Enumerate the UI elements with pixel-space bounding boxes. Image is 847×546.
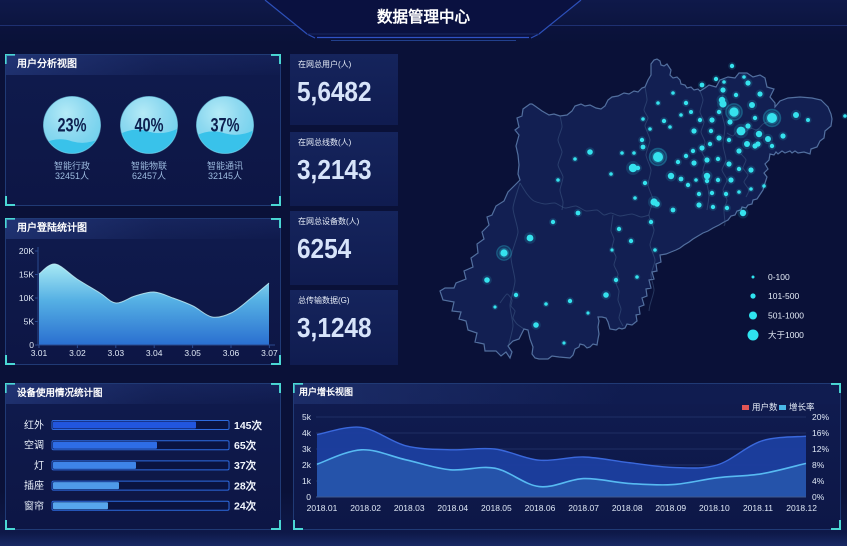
svg-text:红外: 红外 — [24, 419, 44, 432]
svg-text:2018.01: 2018.01 — [307, 503, 338, 513]
svg-text:3.04: 3.04 — [146, 348, 163, 358]
svg-text:窗帘: 窗帘 — [24, 499, 44, 512]
svg-text:0: 0 — [306, 492, 311, 502]
svg-text:4k: 4k — [302, 428, 312, 438]
svg-text:24次: 24次 — [234, 500, 257, 513]
svg-text:2018.05: 2018.05 — [481, 503, 512, 513]
svg-text:23%: 23% — [58, 116, 87, 137]
svg-text:12%: 12% — [812, 444, 829, 454]
svg-text:智能物联: 智能物联 — [131, 160, 167, 171]
svg-text:智能行政: 智能行政 — [54, 160, 90, 171]
svg-text:3.07: 3.07 — [261, 348, 278, 358]
svg-text:5k: 5k — [302, 412, 312, 422]
svg-text:40%: 40% — [135, 116, 164, 137]
svg-text:1k: 1k — [302, 476, 312, 486]
svg-text:3.01: 3.01 — [31, 348, 48, 358]
svg-text:插座: 插座 — [24, 479, 44, 492]
svg-text:15K: 15K — [19, 270, 34, 280]
svg-text:8%: 8% — [812, 460, 825, 470]
svg-text:28次: 28次 — [234, 479, 257, 492]
svg-text:2k: 2k — [302, 460, 312, 470]
svg-text:2018.04: 2018.04 — [437, 503, 468, 513]
svg-text:20%: 20% — [812, 412, 829, 422]
svg-text:3k: 3k — [302, 444, 312, 454]
svg-text:0%: 0% — [812, 492, 825, 502]
svg-text:2018.10: 2018.10 — [699, 503, 730, 513]
svg-text:16%: 16% — [812, 428, 829, 438]
svg-text:2018.12: 2018.12 — [786, 503, 817, 513]
svg-text:62457人: 62457人 — [132, 171, 166, 181]
svg-text:0: 0 — [29, 340, 34, 350]
svg-text:3.02: 3.02 — [69, 348, 86, 358]
svg-text:2018.06: 2018.06 — [525, 503, 556, 513]
svg-text:2018.02: 2018.02 — [350, 503, 381, 513]
svg-text:3.05: 3.05 — [184, 348, 201, 358]
svg-text:20K: 20K — [19, 246, 34, 256]
svg-text:智能通讯: 智能通讯 — [207, 160, 243, 171]
svg-text:2018.11: 2018.11 — [743, 503, 773, 513]
svg-text:2018.09: 2018.09 — [655, 503, 686, 513]
svg-text:4%: 4% — [812, 476, 825, 486]
svg-text:2018.08: 2018.08 — [612, 503, 643, 513]
svg-text:2018.07: 2018.07 — [568, 503, 599, 513]
svg-text:2018.03: 2018.03 — [394, 503, 425, 513]
svg-text:3.03: 3.03 — [108, 348, 125, 358]
svg-text:3.06: 3.06 — [223, 348, 240, 358]
svg-text:37%: 37% — [211, 116, 240, 137]
svg-text:32145人: 32145人 — [208, 171, 242, 181]
svg-text:10K: 10K — [19, 293, 34, 303]
svg-text:用户数: 用户数 — [752, 402, 778, 412]
svg-text:灯: 灯 — [34, 460, 44, 472]
svg-text:37次: 37次 — [234, 459, 257, 472]
svg-text:32451人: 32451人 — [55, 171, 89, 181]
svg-text:增长率: 增长率 — [789, 402, 815, 412]
svg-text:5K: 5K — [24, 317, 35, 327]
svg-text:145次: 145次 — [234, 419, 263, 432]
svg-text:65次: 65次 — [234, 439, 257, 452]
svg-text:空调: 空调 — [24, 439, 44, 452]
